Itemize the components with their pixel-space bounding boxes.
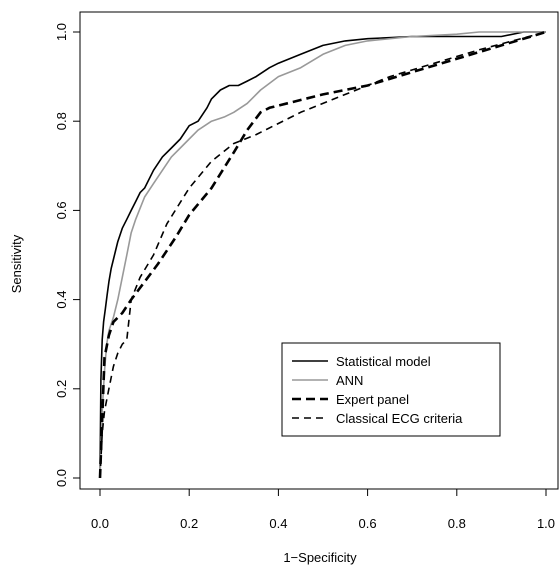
- y-tick-label: 0.6: [54, 201, 69, 219]
- y-tick-label: 0.4: [54, 291, 69, 309]
- x-tick-label: 0.0: [91, 516, 109, 531]
- series-line-1: [99, 31, 546, 479]
- y-axis-title: Sensitivity: [9, 234, 24, 293]
- y-axis: 0.0 0.2 0.4 0.6 0.8 1.0: [54, 23, 81, 487]
- legend-label-0: Statistical model: [336, 354, 431, 369]
- x-tick-label: 0.6: [359, 516, 377, 531]
- y-tick-label: 0.2: [54, 380, 69, 398]
- y-tick-label: 1.0: [54, 23, 69, 41]
- x-tick-label: 0.8: [448, 516, 466, 531]
- x-axis-title: 1−Specificity: [283, 550, 357, 565]
- legend-label-1: ANN: [336, 373, 363, 388]
- series-line-2: [98, 30, 547, 479]
- y-tick-label: 0.0: [54, 469, 69, 487]
- x-axis: 0.0 0.2 0.4 0.6 0.8 1.0: [91, 488, 555, 531]
- legend-label-2: Expert panel: [336, 392, 409, 407]
- x-tick-label: 1.0: [537, 516, 555, 531]
- legend: Statistical model ANN Expert panel Classica…: [281, 342, 501, 437]
- series-layer: [98, 30, 547, 479]
- legend-box: [281, 342, 501, 437]
- x-tick-label: 0.4: [269, 516, 287, 531]
- y-tick-label: 0.8: [54, 112, 69, 130]
- x-tick-label: 0.2: [180, 516, 198, 531]
- series-line-3: [99, 31, 547, 479]
- legend-label-3: Classical ECG criteria: [336, 411, 463, 426]
- series-line-0: [99, 31, 546, 479]
